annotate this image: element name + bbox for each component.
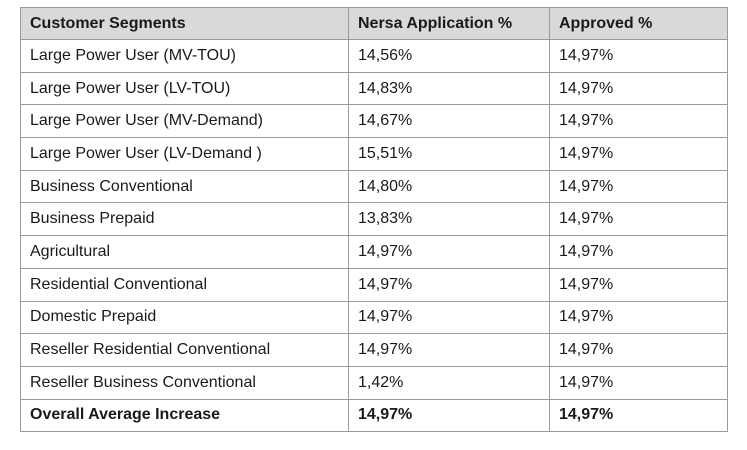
table-row: Domestic Prepaid 14,97% 14,97% <box>20 300 728 335</box>
table-row: Large Power User (LV-TOU) 14,83% 14,97% <box>20 71 728 106</box>
nersa-application-cell: 13,83% <box>348 202 550 237</box>
approved-cell: 14,97% <box>549 104 728 139</box>
header-approved: Approved % <box>549 7 728 40</box>
nersa-application-cell: 1,42% <box>348 365 550 400</box>
table-header: Customer Segments Nersa Application % Ap… <box>20 7 728 40</box>
approved-cell: 14,97% <box>549 202 728 237</box>
header-customer-segments: Customer Segments <box>20 7 349 40</box>
nersa-application-cell: 14,67% <box>348 104 550 139</box>
nersa-application-cell: 14,97% <box>348 267 550 302</box>
nersa-application-cell: 14,80% <box>348 169 550 204</box>
nersa-application-cell: 15,51% <box>348 137 550 171</box>
table-row: Business Conventional 14,80% 14,97% <box>20 169 728 204</box>
segment-cell: Reseller Residential Conventional <box>20 333 349 367</box>
table-body: Large Power User (MV-TOU) 14,56% 14,97% … <box>20 39 728 433</box>
segment-cell: Large Power User (MV-TOU) <box>20 39 349 73</box>
table-row: Large Power User (MV-Demand) 14,67% 14,9… <box>20 104 728 139</box>
approved-cell: 14,97% <box>549 300 728 335</box>
nersa-application-cell: 14,97% <box>348 300 550 335</box>
nersa-application-cell: 14,97% <box>348 333 550 367</box>
table-row: Large Power User (LV-Demand ) 15,51% 14,… <box>20 137 728 171</box>
nersa-application-cell: 14,83% <box>348 71 550 106</box>
table-row: Residential Conventional 14,97% 14,97% <box>20 267 728 302</box>
table-row: Reseller Business Conventional 1,42% 14,… <box>20 365 728 400</box>
segment-cell: Business Conventional <box>20 169 349 204</box>
table-row: Business Prepaid 13,83% 14,97% <box>20 202 728 237</box>
approved-cell: 14,97% <box>549 235 728 269</box>
total-row: Overall Average Increase 14,97% 14,97% <box>20 398 728 433</box>
nersa-application-cell: 14,97% <box>348 235 550 269</box>
total-approved-cell: 14,97% <box>549 398 728 433</box>
table-row: Agricultural 14,97% 14,97% <box>20 235 728 269</box>
total-label-cell: Overall Average Increase <box>20 398 349 433</box>
approved-cell: 14,97% <box>549 333 728 367</box>
segment-cell: Large Power User (LV-Demand ) <box>20 137 349 171</box>
total-nersa-application-cell: 14,97% <box>348 398 550 433</box>
segment-cell: Residential Conventional <box>20 267 349 302</box>
segment-cell: Agricultural <box>20 235 349 269</box>
segment-cell: Business Prepaid <box>20 202 349 237</box>
approved-cell: 14,97% <box>549 267 728 302</box>
approved-cell: 14,97% <box>549 39 728 73</box>
approved-cell: 14,97% <box>549 71 728 106</box>
segment-cell: Reseller Business Conventional <box>20 365 349 400</box>
approved-cell: 14,97% <box>549 169 728 204</box>
segment-cell: Large Power User (LV-TOU) <box>20 71 349 106</box>
tariff-increase-table: Customer Segments Nersa Application % Ap… <box>20 7 728 433</box>
approved-cell: 14,97% <box>549 137 728 171</box>
segment-cell: Large Power User (MV-Demand) <box>20 104 349 139</box>
table-row: Large Power User (MV-TOU) 14,56% 14,97% <box>20 39 728 73</box>
header-nersa-application: Nersa Application % <box>348 7 550 40</box>
header-row: Customer Segments Nersa Application % Ap… <box>20 7 728 40</box>
approved-cell: 14,97% <box>549 365 728 400</box>
nersa-application-cell: 14,56% <box>348 39 550 73</box>
segment-cell: Domestic Prepaid <box>20 300 349 335</box>
table-row: Reseller Residential Conventional 14,97%… <box>20 333 728 367</box>
